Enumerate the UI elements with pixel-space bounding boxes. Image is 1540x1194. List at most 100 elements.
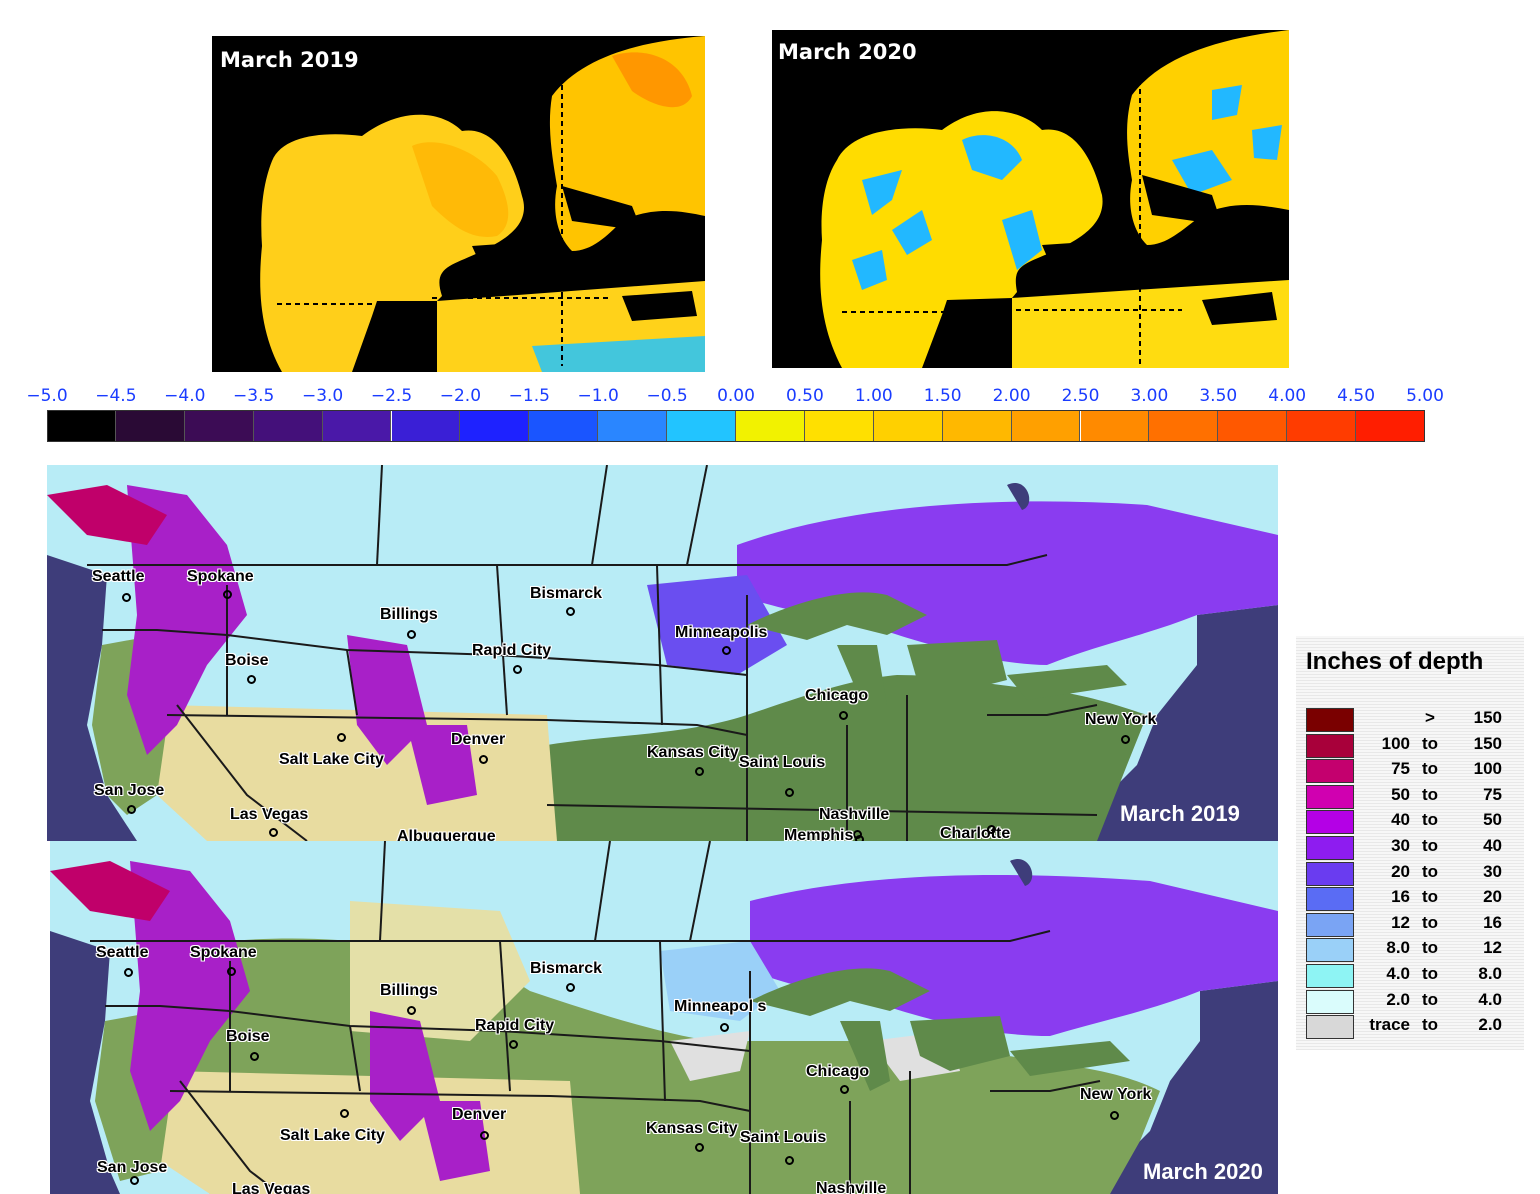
colorbar-tick-label: −2.5 — [370, 386, 413, 406]
legend-range-hi: 8.0 — [1478, 964, 1502, 983]
city-label: Minneapol s — [674, 998, 767, 1015]
city-marker-icon — [1110, 1111, 1119, 1120]
legend-range-hi: 16 — [1483, 912, 1502, 932]
legend-range-to: to — [1421, 759, 1439, 779]
legend-range-lo: 2.0 — [1386, 989, 1410, 1009]
city-marker-icon — [722, 646, 731, 655]
legend-row: 30 to 40 — [1306, 836, 1516, 861]
city-label: Saint Louis — [740, 1129, 827, 1146]
legend-range-hi: 40 — [1483, 836, 1502, 855]
city-label: Saint Louis — [739, 754, 826, 771]
colorbar-tick-label: −1.5 — [508, 386, 550, 406]
colorbar-cell — [322, 410, 392, 442]
city-label: Spokane — [187, 568, 254, 585]
city-marker-icon — [479, 755, 488, 764]
legend-range-to: to — [1421, 1015, 1439, 1035]
city-label: Chicago — [806, 1063, 870, 1080]
legend-range-hi: 20 — [1483, 887, 1502, 907]
snow-depth-map-2020-image — [50, 841, 1278, 1194]
city-marker-icon — [480, 1131, 489, 1140]
snow-depth-map-2020: Seattle Spokane Bismarck Billings Minneapol … — [50, 841, 1278, 1194]
anomaly-map-2020: March 2020 — [772, 30, 1289, 368]
legend-range-to: to — [1421, 887, 1439, 907]
city-marker-icon — [127, 805, 136, 814]
city-marker-icon — [785, 788, 794, 797]
city-label: Minneapolis — [675, 624, 768, 641]
colorbar-cell — [1080, 410, 1150, 442]
colorbar-cell — [1149, 410, 1219, 442]
colorbar-tick-label: −3.5 — [233, 386, 275, 406]
legend-swatch — [1306, 733, 1354, 758]
legend-range-hi: 2.0 — [1478, 1015, 1502, 1035]
city-label: Salt Lake City — [280, 1127, 385, 1144]
city-marker-icon — [122, 593, 131, 602]
legend-range-lo: trace — [1369, 1015, 1410, 1035]
city-marker-icon — [269, 828, 278, 837]
legend-swatch — [1306, 759, 1354, 784]
legend-range-hi: 75 — [1483, 784, 1502, 804]
city-label: Las Vegas — [232, 1181, 311, 1194]
legend-swatch — [1306, 964, 1354, 988]
city-label: Las Vegas — [230, 806, 309, 823]
legend-range-lo: 8.0 — [1386, 938, 1410, 958]
legend-range-lo: 16 — [1391, 887, 1410, 907]
colorbar-tick-label: −3.0 — [301, 386, 344, 406]
colorbar-tick-label: −0.5 — [646, 386, 688, 406]
legend-row: trace to 2.0 — [1306, 1015, 1516, 1040]
city-label: San Jose — [94, 782, 165, 799]
colorbar-cell — [253, 410, 323, 442]
colorbar-cell — [1218, 410, 1288, 442]
city-label: Boise — [226, 1028, 270, 1045]
city-label: Nashville — [816, 1180, 887, 1194]
colorbar-tick-label: −2.0 — [439, 386, 482, 406]
colorbar-cell — [460, 410, 530, 442]
city-marker-icon — [720, 1023, 729, 1032]
legend-swatch — [1306, 784, 1354, 809]
legend-row: 4.0 to 8.0 — [1306, 964, 1516, 989]
legend-range-to: to — [1421, 989, 1439, 1009]
city-label: Kansas City — [646, 1120, 738, 1137]
city-label: Rapid City — [472, 642, 552, 659]
legend-row: >150 — [1306, 708, 1516, 733]
legend-row: 2.0 to 4.0 — [1306, 989, 1516, 1015]
legend-range-hi: 4.0 — [1478, 989, 1502, 1009]
legend-range-hi: 150 — [1473, 708, 1502, 727]
colorbar-cell — [1356, 410, 1425, 442]
anomaly-map-title: March 2020 — [778, 40, 917, 64]
legend-range-to: to — [1421, 912, 1439, 932]
legend-range-lo: 100 — [1381, 733, 1410, 753]
city-label: Salt Lake City — [279, 751, 384, 768]
colorbar-tick-label: 0.50 — [785, 386, 824, 406]
snow-map-year-label: March 2020 — [1143, 1159, 1263, 1184]
city-label: Memphis — [784, 827, 854, 841]
city-marker-icon — [566, 983, 575, 992]
colorbar-cell — [47, 410, 116, 442]
legend-range-hi: 50 — [1483, 810, 1502, 830]
city-label: Rapid City — [475, 1017, 555, 1034]
city-label: Spokane — [190, 944, 257, 961]
city-marker-icon — [407, 1006, 416, 1015]
colorbar-cell — [391, 410, 461, 442]
colorbar-cell — [804, 410, 874, 442]
legend-row: 20 to 30 — [1306, 861, 1516, 887]
colorbar-cell — [115, 410, 185, 442]
colorbar-tick-label: −5.0 — [26, 386, 68, 406]
city-label: Albuquerque — [397, 828, 496, 841]
colorbar-tick-label: 3.50 — [1199, 386, 1238, 406]
colorbar-cell — [598, 410, 668, 442]
legend-row: 100 to 150 — [1306, 733, 1516, 759]
city-marker-icon — [785, 1156, 794, 1165]
city-marker-icon — [223, 590, 232, 599]
city-label: Boise — [225, 652, 269, 669]
city-marker-icon — [509, 1040, 518, 1049]
city-label: Seattle — [92, 568, 145, 585]
city-marker-icon — [839, 711, 848, 720]
legend-row: 8.0 to 12 — [1306, 938, 1516, 963]
legend-range-to: to — [1421, 810, 1439, 830]
city-label: Bismarck — [530, 960, 603, 977]
colorbar-tick-label: 2.00 — [992, 386, 1031, 406]
legend-range-hi: 100 — [1473, 759, 1502, 779]
city-marker-icon — [840, 1085, 849, 1094]
legend-row: 50 to 75 — [1306, 784, 1516, 810]
colorbar-tick-label: 1.00 — [854, 386, 893, 406]
